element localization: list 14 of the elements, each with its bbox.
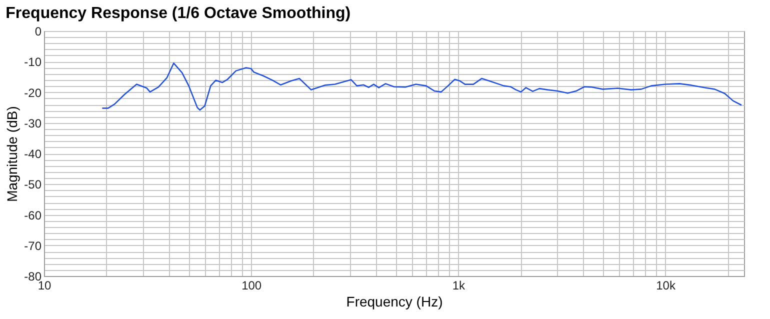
y-tick-label: 0 [34,24,42,38]
x-tick-label: 1k [452,278,466,292]
x-axis-title: Frequency (Hz) [346,294,443,310]
y-tick-label: -10 [24,55,42,70]
y-tick-label: -70 [24,238,42,253]
y-tick-label: -30 [24,116,42,130]
x-tick-label: 100 [242,278,262,292]
y-tick-label: -50 [24,178,42,192]
x-tick-label: 10k [656,278,676,292]
y-tick-label: -60 [24,208,42,222]
chart-title: Frequency Response (1/6 Octave Smoothing) [6,5,351,22]
y-axis-title: Magnitude (dB) [4,106,20,202]
y-tick-label: -40 [24,147,42,161]
y-tick-label: -20 [24,86,42,100]
